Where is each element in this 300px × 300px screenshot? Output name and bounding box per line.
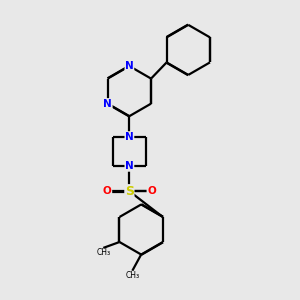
Text: N: N — [103, 99, 112, 109]
Text: S: S — [125, 185, 134, 198]
Text: CH₃: CH₃ — [125, 271, 140, 280]
Text: CH₃: CH₃ — [96, 248, 110, 257]
Text: N: N — [125, 132, 134, 142]
Text: O: O — [147, 186, 156, 196]
Text: N: N — [125, 61, 134, 71]
Text: O: O — [103, 186, 112, 196]
Text: N: N — [125, 161, 134, 171]
